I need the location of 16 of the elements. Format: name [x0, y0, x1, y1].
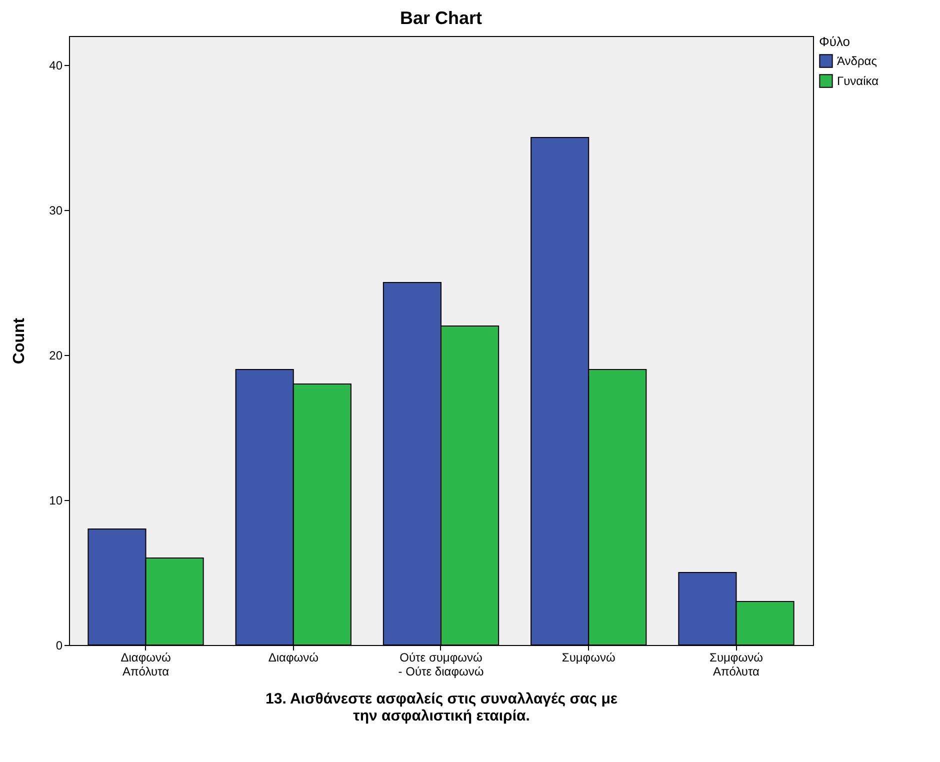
x-tick-label: Συμφωνώ — [562, 650, 616, 664]
y-tick-label: 30 — [49, 204, 63, 218]
x-axis-title: 13. Αισθάνεστε ασφαλείς στις συναλλαγές σας με την ασφαλιστική εταιρία. — [266, 690, 618, 724]
x-tick-label: Συμφωνώ Απόλυτα — [710, 650, 763, 678]
x-tick-label: Ούτε συμφωνώ - Ούτε διαφωνώ — [398, 650, 484, 678]
y-tick-label: 20 — [49, 348, 63, 362]
legend-label: Γυναίκα — [837, 74, 879, 88]
y-tick-label: 10 — [49, 494, 63, 508]
y-tick-label: 0 — [56, 638, 63, 652]
x-tick-label: Διαφωνώ Απόλυτα — [120, 650, 171, 678]
x-tick-label: Διαφωνώ — [268, 650, 318, 664]
chart-title: Bar Chart — [400, 8, 482, 28]
y-axis-title: Count — [11, 317, 28, 364]
y-tick-label: 40 — [49, 58, 63, 72]
legend-title: Φύλο — [819, 34, 850, 49]
legend-label: Άνδρας — [837, 54, 878, 68]
